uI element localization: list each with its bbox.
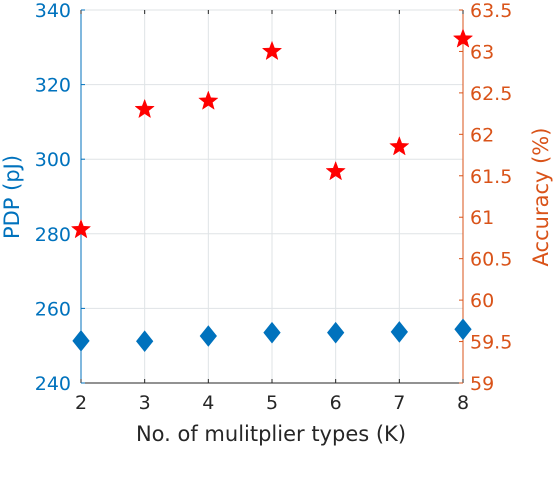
pdp-point-4 <box>327 321 345 344</box>
x-tick-label-2: 4 <box>202 392 214 414</box>
y-axis-right-label: Accuracy (%) <box>529 128 553 267</box>
pdp-point-5 <box>390 321 408 343</box>
x-tick-label-4: 6 <box>330 392 342 414</box>
y-right-tick-label-7: 62.5 <box>470 83 512 105</box>
y-right-tick-label-3: 60.5 <box>470 249 512 271</box>
pdp-point-2 <box>199 325 217 347</box>
y-right-tick-label-5: 61.5 <box>470 166 512 188</box>
accuracy-point-3 <box>261 40 283 61</box>
y-left-tick-label-4: 320 <box>35 75 71 97</box>
axes <box>80 9 464 384</box>
y-left-tick-label-2: 280 <box>35 224 71 246</box>
pdp-point-0 <box>72 330 90 352</box>
x-axis-label: No. of mulitplier types (K) <box>136 422 406 446</box>
pdp-point-6 <box>454 318 472 341</box>
y-left-tick-label-5: 340 <box>35 0 71 22</box>
tick-labels: 2 3 4 5 6 7 8 240 260 280 300 320 340 59 59.5 60 60.5 61 6… <box>35 0 513 414</box>
y-right-tick-label-1: 59.5 <box>470 332 512 354</box>
accuracy-point-6 <box>452 28 474 48</box>
y-left-tick-label-3: 300 <box>35 149 71 171</box>
y-left-tick-label-0: 240 <box>35 373 71 395</box>
y-right-tick-label-9: 63.5 <box>470 0 512 22</box>
y-right-tick-label-0: 59 <box>470 373 494 395</box>
accuracy-point-2 <box>198 90 219 110</box>
accuracy-point-4 <box>325 160 346 181</box>
x-tick-label-5: 7 <box>393 392 405 414</box>
x-tick-label-6: 8 <box>457 392 469 414</box>
y-axis-left-label: PDP (pJ) <box>0 155 24 239</box>
x-tick-label-0: 2 <box>75 392 87 414</box>
accuracy-point-1 <box>134 98 155 119</box>
accuracy-point-0 <box>70 218 92 239</box>
y-right-tick-label-4: 61 <box>470 207 494 229</box>
accuracy-point-5 <box>389 136 410 156</box>
y-right-tick-label-2: 60 <box>470 290 494 312</box>
x-tick-label-3: 5 <box>266 392 278 414</box>
y-right-tick-label-6: 62 <box>470 124 494 146</box>
data-marks <box>70 28 474 353</box>
pdp-point-1 <box>136 330 154 353</box>
pdp-point-3 <box>263 321 281 344</box>
y-right-tick-label-8: 63 <box>470 41 494 63</box>
x-tick-label-1: 3 <box>139 392 151 414</box>
y-left-tick-label-1: 260 <box>35 298 71 320</box>
